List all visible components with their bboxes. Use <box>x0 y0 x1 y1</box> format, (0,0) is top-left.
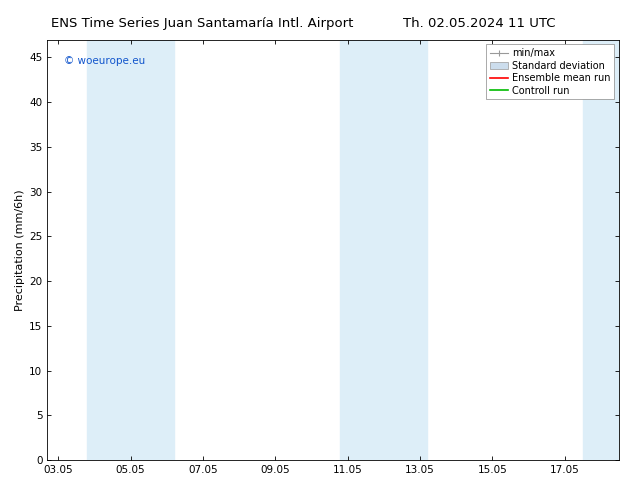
Bar <box>340 40 427 460</box>
Bar <box>583 40 619 460</box>
Text: Th. 02.05.2024 11 UTC: Th. 02.05.2024 11 UTC <box>403 17 555 30</box>
Text: © woeurope.eu: © woeurope.eu <box>65 56 146 66</box>
Title: ENS Time Series Juan Santamaría Intl. Airport          Th. 02.05.2024 11 UTC: ENS Time Series Juan Santamaría Intl. Ai… <box>0 489 1 490</box>
Bar <box>87 40 174 460</box>
Y-axis label: Precipitation (mm/6h): Precipitation (mm/6h) <box>15 189 25 311</box>
Legend: min/max, Standard deviation, Ensemble mean run, Controll run: min/max, Standard deviation, Ensemble me… <box>486 45 614 99</box>
Text: ENS Time Series Juan Santamaría Intl. Airport: ENS Time Series Juan Santamaría Intl. Ai… <box>51 17 353 30</box>
